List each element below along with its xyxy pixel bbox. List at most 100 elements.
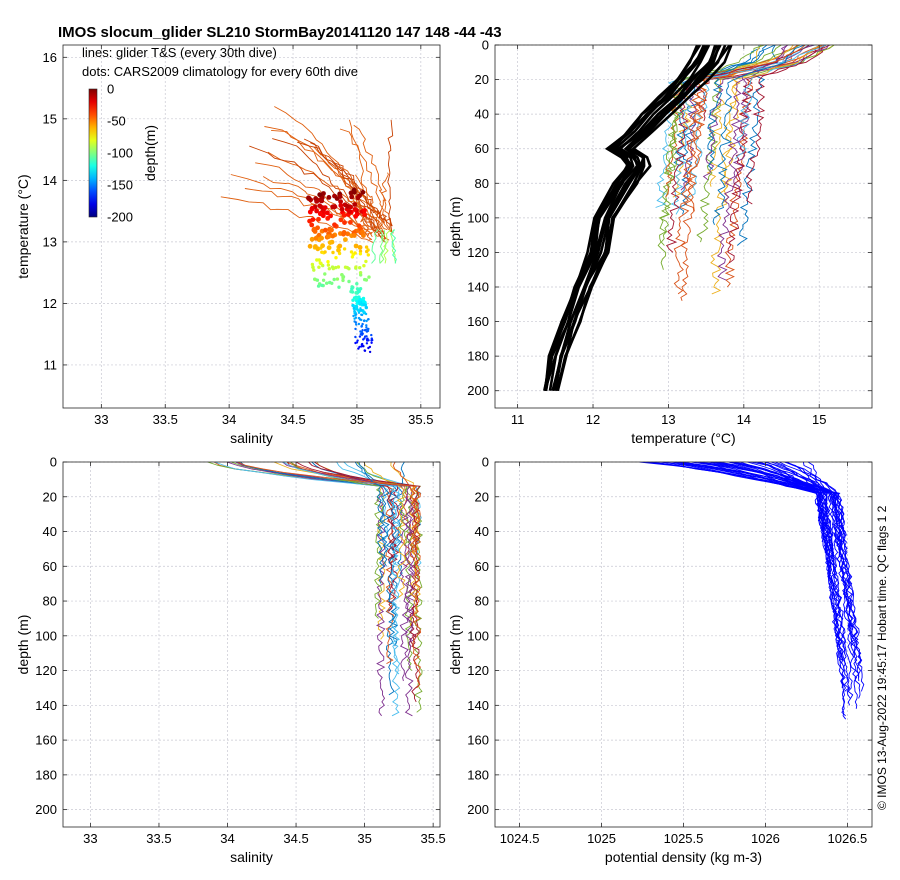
- climatology-dot: [337, 243, 343, 249]
- y-axis-label: temperature (°C): [15, 174, 31, 278]
- glider-density-profile: [747, 462, 854, 706]
- glider-salinity-profile: [207, 462, 424, 713]
- glider-density-profile: [660, 462, 837, 511]
- climatology-dot: [323, 272, 327, 276]
- glider-temperature-profile: [680, 45, 815, 191]
- glider-salinity-profile: [282, 462, 401, 675]
- y-tick-label: 100: [467, 210, 489, 225]
- y-tick-label: 40: [475, 107, 489, 122]
- y-tick-label: 40: [475, 524, 489, 539]
- climatology-dot: [351, 303, 355, 308]
- x-tick-label: 12: [586, 412, 600, 427]
- climatology-dot: [371, 338, 374, 342]
- glider-ts-deep-line: [390, 229, 397, 264]
- climatology-dot: [354, 296, 359, 300]
- climatology-dot: [336, 265, 341, 269]
- glider-salinity-profile: [392, 462, 418, 560]
- y-tick-label: 60: [475, 141, 489, 156]
- y-tick-label: 200: [467, 383, 489, 398]
- glider-ts-line: [339, 128, 393, 233]
- glider-ts-line: [297, 141, 393, 234]
- climatology-dot: [360, 343, 364, 346]
- climatology-dot: [362, 208, 367, 213]
- climatology-dot: [360, 324, 363, 328]
- glider-density-profile: [757, 462, 851, 699]
- glider-salinity-profile: [286, 462, 397, 612]
- glider-temperature-profile: [655, 45, 816, 208]
- y-tick-label: 160: [467, 733, 489, 748]
- climatology-dot: [362, 338, 365, 341]
- climatology-dot: [326, 260, 330, 264]
- climatology-dot: [334, 256, 338, 260]
- climatology-dot: [330, 233, 336, 239]
- climatology-dot: [347, 267, 351, 271]
- climatology-dot: [365, 249, 369, 254]
- climatology-dot: [315, 258, 319, 262]
- glider-temperature-profile: [712, 45, 805, 225]
- climatology-dot: [358, 345, 361, 349]
- glider-ts-line: [352, 203, 373, 241]
- climatology-dot: [364, 259, 368, 264]
- y-tick-label: 20: [43, 489, 57, 504]
- climatology-dot: [358, 335, 362, 338]
- ticks: 1024.5 1025 1025.5 1026 1026.5 0 20 40 60 80 100 12…: [467, 455, 872, 846]
- climatology-dot: [360, 345, 363, 348]
- climatology-dot: [309, 236, 315, 242]
- climatology-dot: [354, 313, 358, 316]
- x-tick-label: 35: [357, 831, 371, 846]
- glider-density-profile: [774, 462, 844, 664]
- climatology-dot: [311, 265, 315, 269]
- climatology-dot: [320, 283, 324, 287]
- colorbar-label: depth(m): [142, 125, 158, 181]
- y-axis-label: depth (m): [15, 615, 31, 675]
- data-layer: [207, 462, 424, 717]
- climatology-dot: [347, 279, 351, 284]
- axes-frame: [62, 44, 441, 409]
- climatology-dot: [349, 250, 354, 254]
- y-tick-label: 180: [467, 767, 489, 782]
- climatology-dot: [321, 278, 326, 282]
- climatology-dot: [361, 329, 364, 332]
- climatology-dot: [319, 246, 323, 250]
- copyright-stamp: © IMOS 13-Aug-2022 19:45:17 Hobart time.…: [875, 505, 889, 810]
- climatology-dot: [327, 240, 333, 246]
- y-tick-label: 200: [35, 802, 57, 817]
- climatology-dot: [309, 205, 315, 211]
- climatology-dot: [365, 335, 368, 338]
- climatology-dot: [363, 319, 366, 322]
- x-tick-label: 1025.5: [664, 831, 704, 846]
- glider-ts-line: [313, 146, 373, 235]
- climatology-dot: [334, 265, 338, 270]
- climatology-dot: [307, 243, 313, 249]
- y-tick-label: 60: [43, 559, 57, 574]
- climatology-dot: [313, 196, 318, 202]
- climatology-dot: [351, 233, 357, 238]
- climatology-dot: [368, 345, 372, 349]
- climatology-dot: [354, 304, 359, 309]
- climatology-dot: [317, 258, 321, 262]
- glider-salinity-profile: [240, 462, 391, 567]
- climatology-dot: [342, 220, 347, 226]
- climatology-dot: [342, 247, 347, 251]
- temperature-profile-panel: temperature (°C) depth (m) 11 12 13 14 15 0 20 40…: [447, 38, 873, 446]
- glider-density-profile: [734, 462, 841, 564]
- climatology-dot: [313, 236, 319, 241]
- climatology-dot: [348, 220, 353, 225]
- glider-ts-line: [249, 145, 377, 233]
- colorbar-tick-label: -50: [107, 114, 126, 129]
- glider-ts-line: [355, 174, 386, 243]
- annotation-dots: dots: CARS2009 climatology for every 60t…: [82, 64, 358, 79]
- y-tick-label: 20: [475, 489, 489, 504]
- climatology-dot: [370, 333, 373, 337]
- climatology-dot: [315, 225, 320, 231]
- climatology-dot: [341, 212, 347, 218]
- climatology-dot: [361, 296, 366, 301]
- glider-temperature-profile: [695, 45, 831, 122]
- axes-frame: [62, 461, 441, 828]
- y-tick-label: 180: [35, 767, 57, 782]
- y-tick-label: 12: [43, 296, 57, 311]
- climatology-dot: [319, 261, 323, 266]
- climatology-dot: [367, 339, 370, 342]
- climatology-dot: [331, 204, 336, 210]
- climatology-dot: [357, 289, 361, 294]
